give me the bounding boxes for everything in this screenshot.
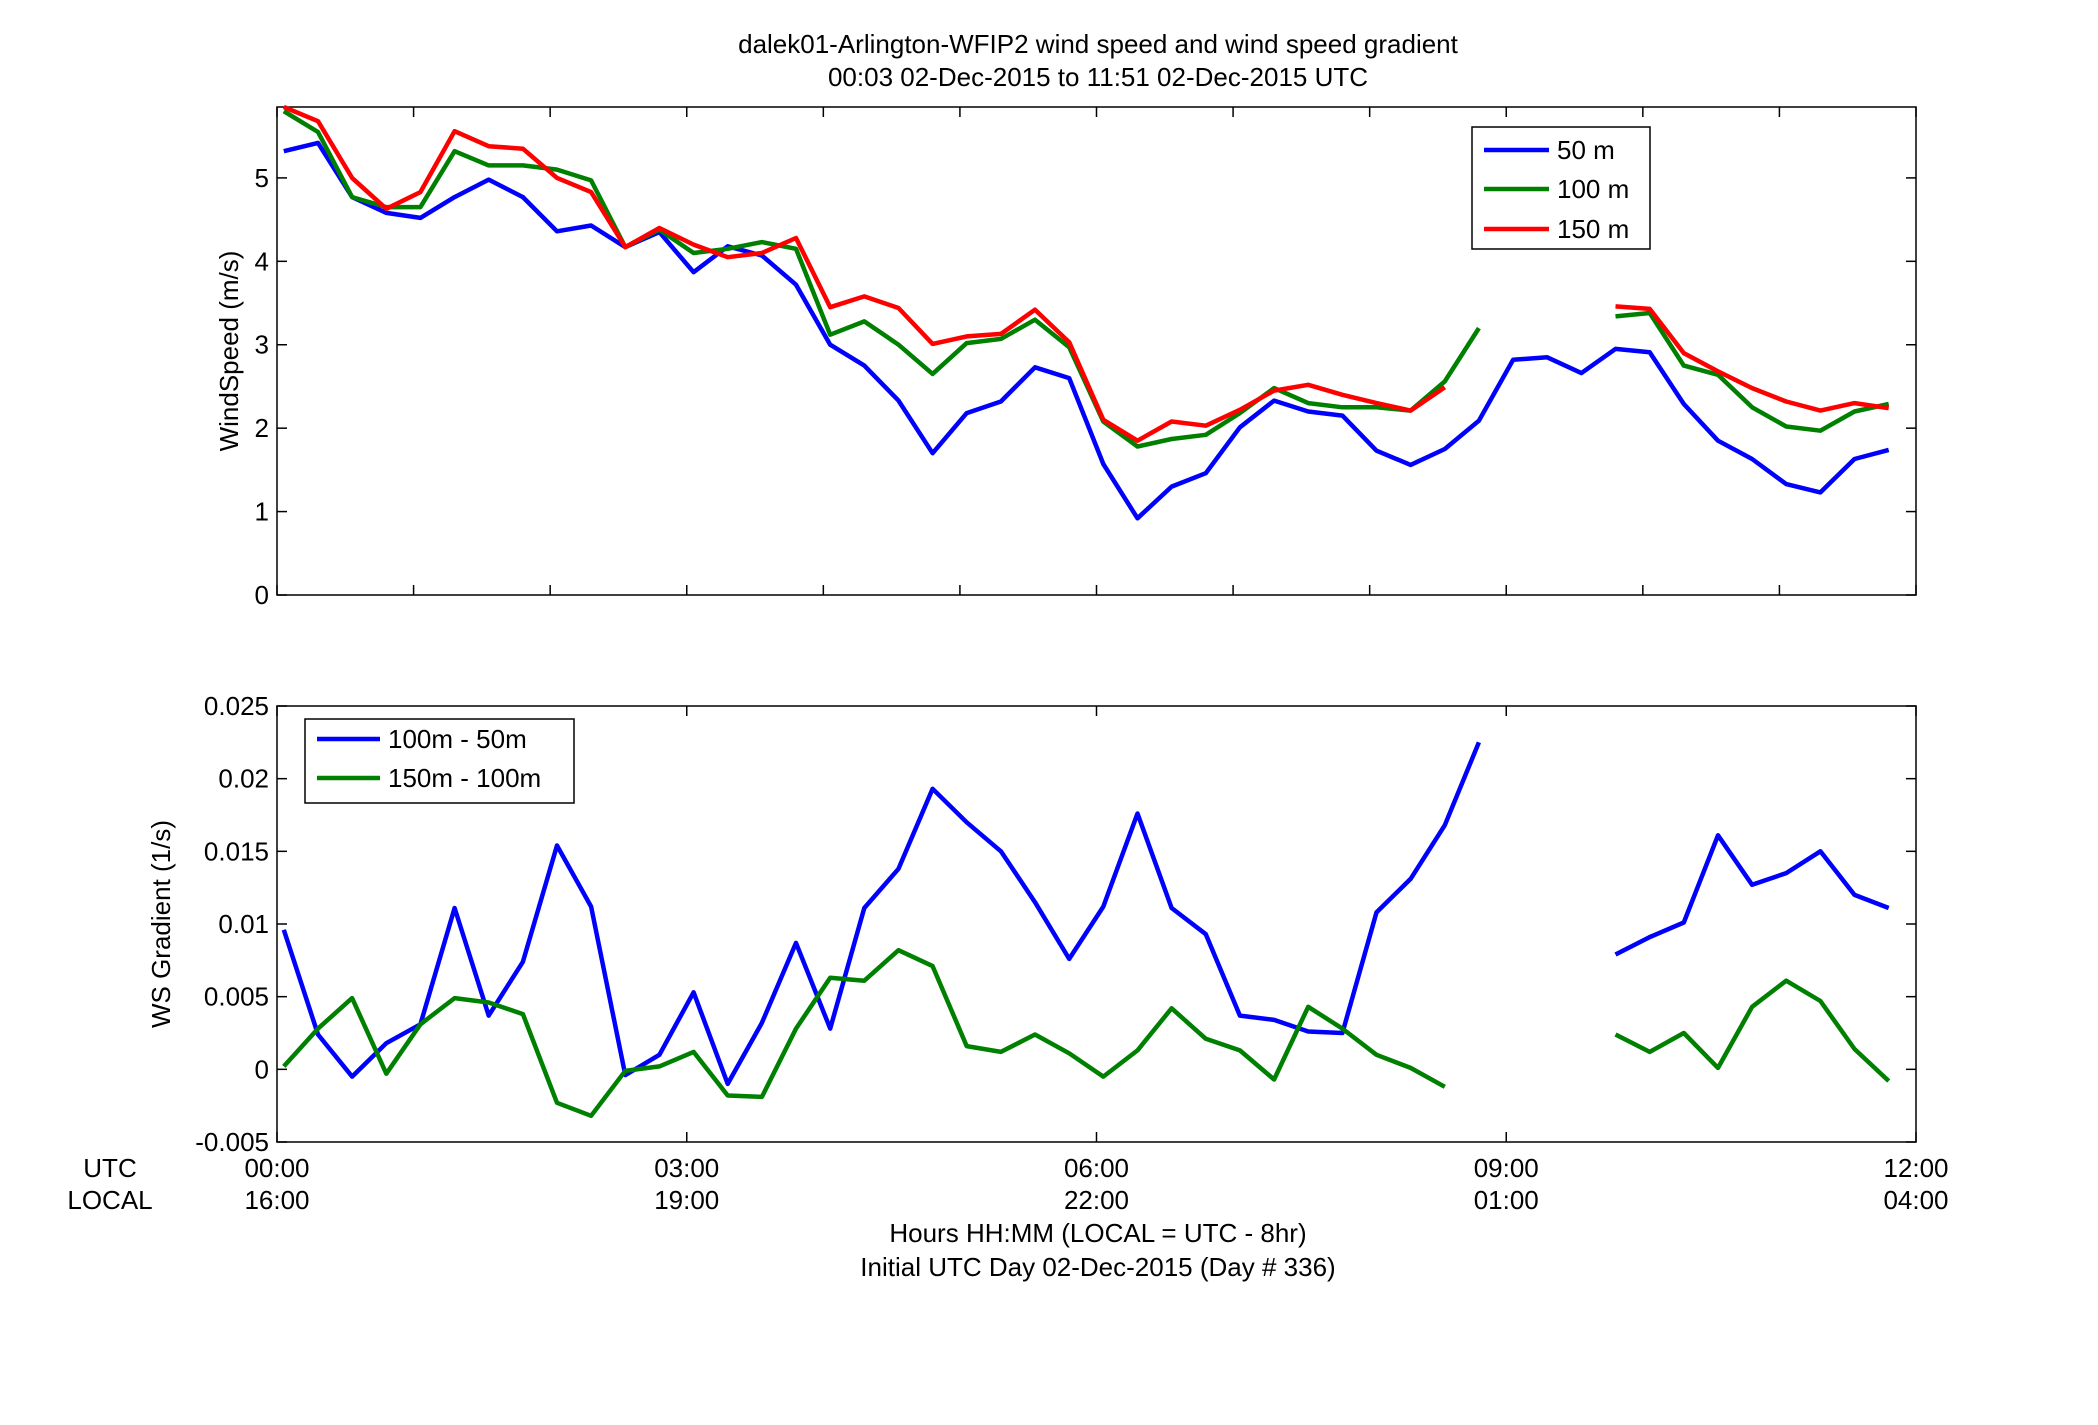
x-axis-label-line1: Hours HH:MM (LOCAL = UTC - 8hr)	[889, 1218, 1306, 1248]
windspeed-y-tick-label: 3	[255, 330, 269, 360]
gradient-y-tick-label: 0.02	[218, 764, 269, 794]
legend-label-100m-50m: 100m - 50m	[388, 724, 527, 754]
gradient-legend-box	[304, 718, 575, 804]
gradient-y-label: WS Gradient (1/s)	[146, 820, 176, 1028]
x-tick-label-local: 19:00	[654, 1185, 719, 1215]
windspeed-legend: 50 m 100 m 150 m	[1471, 126, 1651, 250]
windspeed-series-line-50-m	[283, 140, 1890, 521]
legend-label-100m: 100 m	[1557, 174, 1629, 204]
windspeed-y-tick-label: 0	[255, 580, 269, 610]
windspeed-y-ticks: 0 1 2 3 4 5	[255, 163, 1916, 610]
figure-title-line1: dalek01-Arlington-WFIP2 wind speed and w…	[738, 29, 1459, 59]
legend-label-150m-100m: 150m - 100m	[388, 763, 541, 793]
windspeed-y-tick-label: 2	[255, 413, 269, 443]
gradient-y-tick-label: 0.015	[204, 836, 269, 866]
x-tick-label-local: 16:00	[244, 1185, 309, 1215]
windspeed-series-line-150-m	[282, 104, 1890, 443]
x-tick-label-local: 01:00	[1474, 1185, 1539, 1215]
windspeed-x-ticks	[276, 107, 1917, 595]
row-label-utc: UTC	[83, 1153, 136, 1183]
gradient-legend: 100m - 50m 150m - 100m	[304, 718, 575, 804]
x-tick-label-utc: 12:00	[1883, 1153, 1948, 1183]
gradient-y-tick-label: -0.005	[195, 1127, 269, 1157]
windspeed-y-tick-label: 4	[255, 246, 269, 276]
windspeed-y-label: WindSpeed (m/s)	[214, 251, 244, 452]
gradient-y-ticks: -0.005 0 0.005 0.01 0.015 0.02 0.025	[195, 691, 1916, 1157]
x-tick-label-utc: 09:00	[1474, 1153, 1539, 1183]
windspeed-y-tick-label: 1	[255, 497, 269, 527]
windspeed-panel: 0 1 2 3 4 5 WindSpeed (m/s) 50 m 100 m 150 m	[214, 104, 1917, 610]
legend-label-150m: 150 m	[1557, 214, 1629, 244]
gradient-series-line-150m-100m	[282, 947, 1891, 1119]
windspeed-y-tick-label: 5	[255, 163, 269, 193]
x-axis-label-line2: Initial UTC Day 02-Dec-2015 (Day # 336)	[860, 1252, 1335, 1282]
row-label-local: LOCAL	[67, 1185, 152, 1215]
x-tick-label-local: 22:00	[1064, 1185, 1129, 1215]
gradient-y-tick-label: 0.025	[204, 691, 269, 721]
legend-label-50m: 50 m	[1557, 135, 1615, 165]
gradient-y-tick-label: 0	[255, 1054, 269, 1084]
x-tick-label-utc: 03:00	[654, 1153, 719, 1183]
gradient-y-tick-label: 0.01	[218, 909, 269, 939]
x-tick-label-local: 04:00	[1883, 1185, 1948, 1215]
figure-title-line2: 00:03 02-Dec-2015 to 11:51 02-Dec-2015 U…	[828, 62, 1368, 92]
gradient-series	[281, 741, 1891, 1119]
windspeed-series	[282, 104, 1890, 521]
x-tick-label-utc: 00:00	[244, 1153, 309, 1183]
gradient-series-line-100m-50m	[281, 741, 1890, 1087]
gradient-y-tick-label: 0.005	[204, 982, 269, 1012]
x-tick-label-utc: 06:00	[1064, 1153, 1129, 1183]
